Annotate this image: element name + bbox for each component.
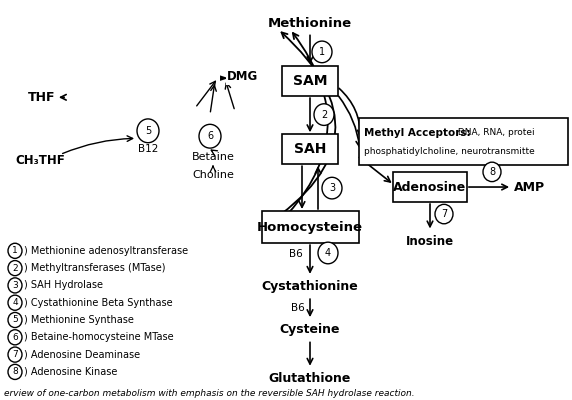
- FancyBboxPatch shape: [282, 134, 338, 164]
- Text: B12: B12: [138, 144, 158, 154]
- Text: THF: THF: [28, 91, 55, 104]
- Text: 8: 8: [12, 367, 18, 376]
- Circle shape: [8, 364, 22, 380]
- Text: Glutathione: Glutathione: [269, 372, 351, 385]
- Text: 1: 1: [319, 47, 325, 57]
- Text: DMG: DMG: [230, 71, 261, 84]
- Circle shape: [8, 260, 22, 276]
- Circle shape: [8, 278, 22, 293]
- Text: AMP: AMP: [514, 180, 546, 194]
- Text: phosphatidylcholine, neurotransmitte: phosphatidylcholine, neurotransmitte: [364, 147, 535, 156]
- Text: ) Betaine-homocysteine MTase: ) Betaine-homocysteine MTase: [24, 332, 174, 342]
- Text: 3: 3: [12, 281, 18, 290]
- Text: erview of one-carbon metabolism with emphasis on the reversible SAH hydrolase re: erview of one-carbon metabolism with emp…: [4, 389, 415, 398]
- Text: Homocysteine: Homocysteine: [257, 220, 363, 234]
- Text: Adenosine: Adenosine: [394, 180, 467, 194]
- Circle shape: [8, 312, 22, 328]
- FancyBboxPatch shape: [393, 172, 467, 202]
- Text: 5: 5: [145, 126, 151, 136]
- Circle shape: [312, 41, 332, 63]
- Circle shape: [137, 119, 159, 143]
- Text: ) Adenosine Kinase: ) Adenosine Kinase: [24, 367, 117, 377]
- Text: 2: 2: [321, 110, 327, 120]
- Text: 8: 8: [489, 167, 495, 177]
- Circle shape: [8, 295, 22, 310]
- Text: Cysteine: Cysteine: [280, 323, 340, 336]
- Text: Methionine: Methionine: [268, 17, 352, 30]
- Circle shape: [314, 104, 334, 126]
- Text: ►ΔMG: ►ΔMG: [220, 73, 255, 83]
- Text: 1: 1: [12, 246, 18, 255]
- Text: 3: 3: [329, 183, 335, 193]
- Circle shape: [322, 177, 342, 199]
- Text: ) Methionine Synthase: ) Methionine Synthase: [24, 315, 134, 325]
- Text: 7: 7: [441, 209, 447, 219]
- Text: Methyl Acceptors:: Methyl Acceptors:: [364, 128, 471, 138]
- Text: ) Methyltransferases (MTase): ) Methyltransferases (MTase): [24, 263, 165, 273]
- Circle shape: [8, 347, 22, 362]
- Text: 2: 2: [12, 264, 18, 273]
- Text: SAM: SAM: [293, 74, 327, 88]
- Text: 4: 4: [325, 248, 331, 258]
- Text: ) Methionine adenosyltransferase: ) Methionine adenosyltransferase: [24, 246, 188, 256]
- Text: 4: 4: [12, 298, 18, 307]
- FancyBboxPatch shape: [261, 211, 359, 243]
- Text: 6: 6: [207, 131, 213, 141]
- Text: B6: B6: [289, 249, 303, 259]
- FancyBboxPatch shape: [359, 118, 568, 166]
- Text: DNA, RNA, protei: DNA, RNA, protei: [455, 128, 535, 138]
- Circle shape: [435, 204, 453, 224]
- Text: 6: 6: [12, 333, 18, 342]
- Circle shape: [8, 243, 22, 258]
- Text: ) SAH Hydrolase: ) SAH Hydrolase: [24, 280, 103, 290]
- Text: ) Adenosine Deaminase: ) Adenosine Deaminase: [24, 350, 140, 360]
- Circle shape: [199, 124, 221, 148]
- Text: B6: B6: [291, 303, 305, 313]
- Text: Choline: Choline: [192, 170, 234, 180]
- Text: 5: 5: [12, 316, 18, 324]
- Text: Betaine: Betaine: [192, 152, 235, 162]
- Text: Inosine: Inosine: [406, 234, 454, 248]
- Text: DMG: DMG: [227, 70, 258, 83]
- Circle shape: [318, 242, 338, 264]
- FancyBboxPatch shape: [282, 66, 338, 96]
- Circle shape: [8, 330, 22, 345]
- Text: Cystathionine: Cystathionine: [261, 280, 359, 293]
- Text: 7: 7: [12, 350, 18, 359]
- Circle shape: [483, 162, 501, 182]
- Text: SAH: SAH: [294, 142, 326, 156]
- Text: CH₃THF: CH₃THF: [15, 154, 65, 166]
- Text: ) Cystathionine Beta Synthase: ) Cystathionine Beta Synthase: [24, 298, 173, 308]
